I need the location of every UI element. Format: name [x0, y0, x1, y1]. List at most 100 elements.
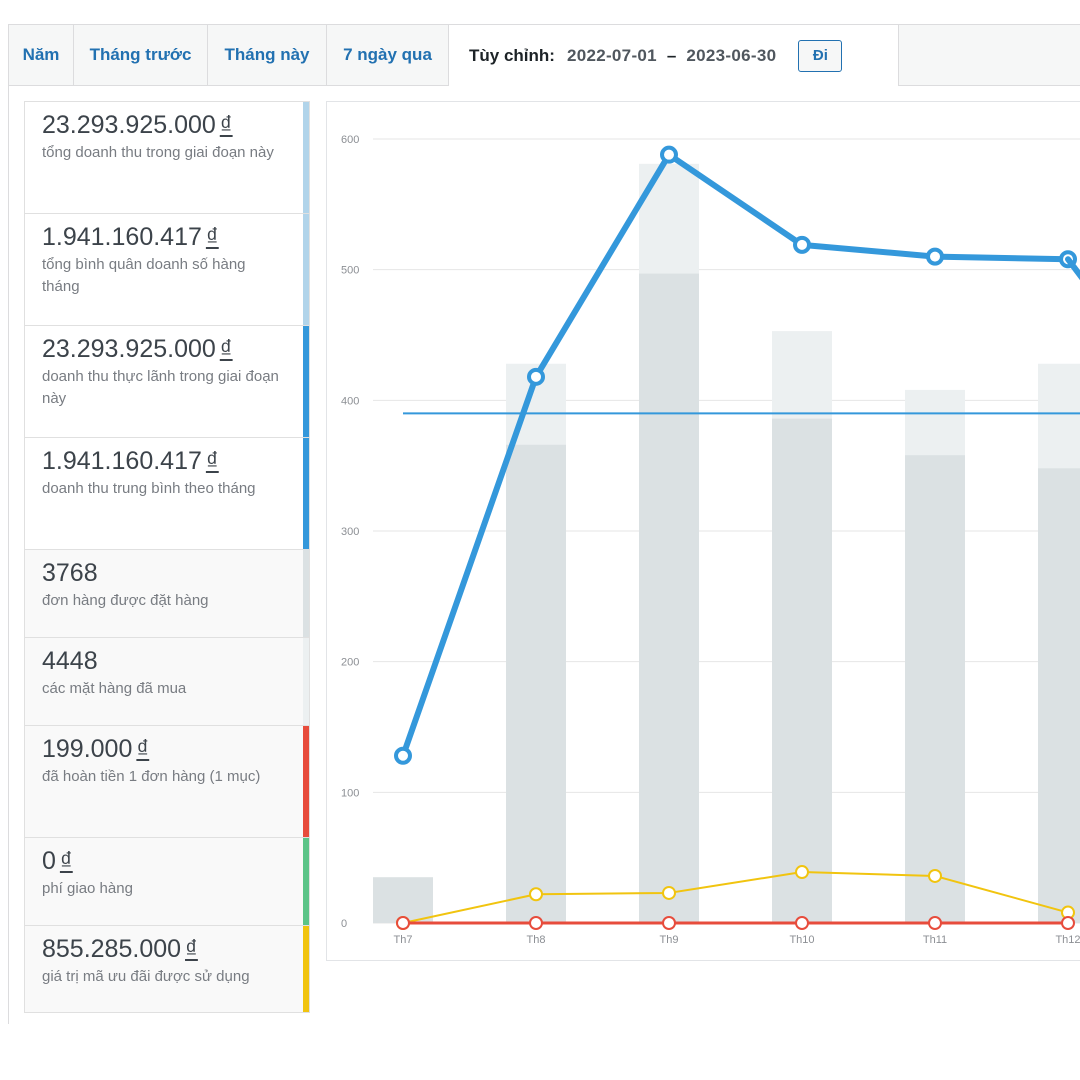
stat-number: 855.285.000 [42, 935, 182, 963]
series-line [402, 871, 1069, 924]
tab-this-month[interactable]: Tháng này [208, 25, 327, 85]
stat-description: doanh thu trung bình theo tháng [42, 480, 256, 497]
y-tick-label: 500 [341, 265, 359, 277]
stat-color-bar [303, 438, 309, 549]
stat-card: 1.941.160.417 ₫ doanh thu trung bình theo … [24, 437, 310, 549]
y-tick-label: 300 [341, 526, 359, 538]
bar-orders [639, 273, 699, 923]
series-point [926, 247, 944, 266]
stat-color-bar [303, 638, 309, 725]
stat-number: 23.293.925.000 [42, 335, 216, 363]
x-tick-label: Th12 [1055, 934, 1080, 946]
date-from-field[interactable]: 2022-07-01 [566, 45, 657, 65]
top-strip [0, 0, 1080, 24]
stat-description: các mặt hàng đã mua [42, 680, 187, 697]
stat-card: 855.285.000 ₫ giá trị mã ưu đãi được sử dụ… [24, 925, 310, 1013]
stat-value: 199.000 ₫ [42, 734, 281, 764]
stats-sidebar: 23.293.925.000 ₫ tổng doanh thu trong giai… [24, 101, 310, 1013]
stat-number: 23.293.925.000 [42, 111, 216, 139]
tab-custom-range: Tùy chỉnh: 2022-07-01 – 2023-06-30 Đi [449, 25, 899, 86]
date-separator: – [666, 45, 677, 65]
stat-description: giá trị mã ưu đãi được sử dụng [42, 968, 250, 985]
series-line-continuation [1065, 256, 1080, 281]
stat-card: 0 ₫ phí giao hàng [24, 837, 310, 925]
stat-description: đơn hàng được đặt hàng [42, 592, 209, 609]
chart-svg: 0 100 200 300 400 500 600 Th7 Th8 Th9 Th10 Th11 Th12 [341, 134, 1080, 946]
stat-number: 4448 [42, 647, 98, 675]
stat-number: 199.000 [42, 735, 133, 763]
stat-card: 3768 đơn hàng được đặt hàng [24, 549, 310, 637]
stat-value: 23.293.925.000 ₫ [42, 110, 281, 140]
stat-value: 23.293.925.000 ₫ [42, 334, 281, 364]
tab-last-month[interactable]: Tháng trước [74, 25, 208, 85]
stat-number: 1.941.160.417 [42, 223, 202, 251]
bar-orders [1038, 468, 1080, 923]
series-point [660, 145, 678, 164]
stat-value: 1.941.160.417 ₫ [42, 446, 281, 476]
stat-number: 0 [42, 847, 56, 875]
currency-symbol: ₫ [185, 935, 198, 963]
x-tick-label: Th11 [923, 934, 947, 946]
stat-color-bar [303, 726, 309, 837]
stat-color-bar [303, 102, 309, 213]
series-point [795, 916, 809, 930]
series-point [662, 916, 676, 930]
stat-value: 3768 [42, 558, 281, 588]
stat-value: 1.941.160.417 ₫ [42, 222, 281, 252]
stat-number: 3768 [42, 559, 98, 587]
series-line [400, 151, 1069, 757]
stat-description: phí giao hàng [42, 880, 133, 897]
stat-color-bar [303, 326, 309, 437]
y-tick-label: 200 [341, 657, 359, 669]
stat-color-bar [303, 838, 309, 925]
stat-value: 4448 [42, 646, 281, 676]
left-divider [8, 24, 9, 1024]
currency-symbol: ₫ [205, 447, 219, 475]
stat-color-bar [303, 550, 309, 637]
stat-description: đã hoàn tiền 1 đơn hàng (1 mục) [42, 768, 261, 785]
currency-symbol: ₫ [136, 735, 150, 763]
stat-card: 23.293.925.000 ₫ doanh thu thực lãnh trong… [24, 325, 310, 437]
y-tick-label: 600 [341, 134, 359, 146]
series-point [795, 865, 809, 880]
currency-symbol: ₫ [59, 847, 73, 875]
series-point [529, 887, 543, 902]
series-point [793, 235, 811, 254]
stat-card: 1.941.160.417 ₫ tổng bình quân doanh số hà… [24, 213, 310, 325]
date-to-field[interactable]: 2023-06-30 [686, 45, 777, 65]
x-tick-label: Th7 [394, 934, 413, 946]
currency-symbol: ₫ [219, 335, 233, 363]
series-point [394, 746, 412, 765]
stat-description: tổng doanh thu trong giai đoạn này [42, 144, 274, 161]
date-range-tabs: Năm Tháng trước Tháng này 7 ngày qua Tùy… [9, 24, 1080, 86]
stat-value: 0 ₫ [42, 846, 281, 876]
tab-last-7-days[interactable]: 7 ngày qua [327, 25, 449, 85]
series-point [529, 916, 543, 930]
stat-description: tổng bình quân doanh số hàng tháng [42, 256, 246, 295]
stat-number: 1.941.160.417 [42, 447, 202, 475]
series-point [1061, 916, 1075, 930]
series-point [527, 367, 545, 386]
currency-symbol: ₫ [205, 223, 219, 251]
currency-symbol: ₫ [219, 111, 233, 139]
series-point [928, 868, 942, 883]
y-tick-label: 400 [341, 395, 359, 407]
series-point [928, 916, 942, 930]
bar-orders [772, 418, 832, 923]
bar-orders [506, 444, 566, 923]
stat-card: 199.000 ₫ đã hoàn tiền 1 đơn hàng (1 mục) [24, 725, 310, 837]
stat-color-bar [303, 926, 309, 1012]
stat-value: 855.285.000 ₫ [42, 934, 281, 964]
go-button[interactable]: Đi [798, 39, 843, 72]
x-tick-label: Th10 [789, 934, 814, 946]
custom-range-label: Tùy chỉnh: [469, 45, 555, 65]
series-point [396, 916, 410, 930]
stat-color-bar [303, 214, 309, 325]
y-tick-label: 0 [341, 918, 347, 930]
stat-description: doanh thu thực lãnh trong giai đoạn này [42, 368, 279, 407]
y-tick-label: 100 [341, 787, 359, 799]
x-tick-label: Th8 [527, 934, 546, 946]
tab-year[interactable]: Năm [9, 25, 74, 85]
series-point [662, 885, 676, 900]
